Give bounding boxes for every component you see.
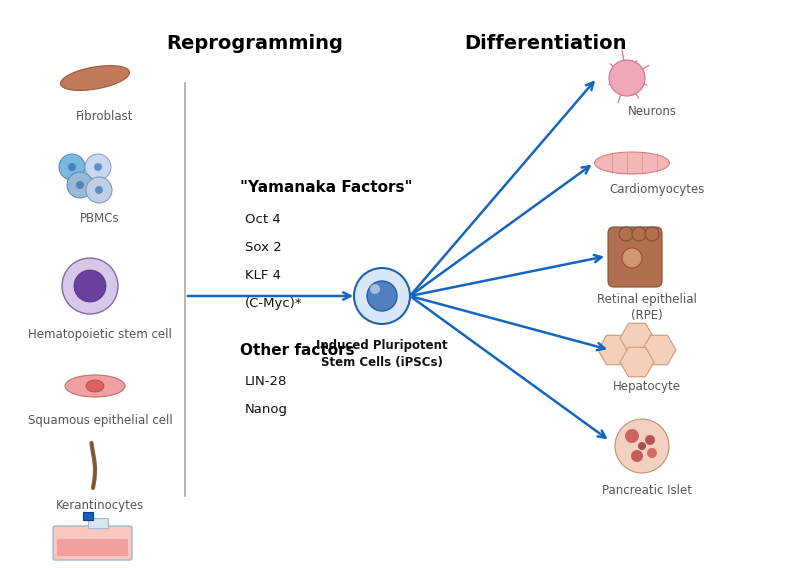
Circle shape bbox=[68, 163, 76, 171]
Circle shape bbox=[645, 227, 659, 241]
Text: Nanog: Nanog bbox=[245, 403, 288, 416]
Circle shape bbox=[631, 450, 643, 462]
Text: LIN-28: LIN-28 bbox=[245, 375, 287, 388]
Text: Hematopoietic stem cell: Hematopoietic stem cell bbox=[28, 328, 172, 341]
Bar bbox=[83, 512, 93, 520]
FancyBboxPatch shape bbox=[608, 227, 662, 287]
Circle shape bbox=[609, 60, 645, 96]
Text: PBMCs: PBMCs bbox=[80, 212, 120, 225]
Bar bbox=[88, 518, 108, 528]
Circle shape bbox=[354, 268, 410, 324]
Circle shape bbox=[94, 163, 102, 171]
Circle shape bbox=[86, 177, 112, 203]
Circle shape bbox=[95, 186, 103, 194]
Circle shape bbox=[622, 248, 642, 268]
Circle shape bbox=[645, 435, 655, 445]
Text: Sox 2: Sox 2 bbox=[245, 241, 282, 254]
FancyBboxPatch shape bbox=[53, 526, 132, 560]
Circle shape bbox=[632, 227, 646, 241]
Circle shape bbox=[59, 154, 85, 180]
Text: Cardiomyocytes: Cardiomyocytes bbox=[610, 183, 705, 196]
Polygon shape bbox=[620, 347, 654, 377]
Ellipse shape bbox=[65, 375, 125, 397]
Text: Induced Pluripotent
Stem Cells (iPSCs): Induced Pluripotent Stem Cells (iPSCs) bbox=[316, 339, 448, 369]
Text: Neurons: Neurons bbox=[627, 105, 677, 118]
Text: "Yamanaka Factors": "Yamanaka Factors" bbox=[240, 180, 413, 195]
Text: Differentiation: Differentiation bbox=[464, 34, 626, 52]
Circle shape bbox=[367, 281, 397, 311]
Text: Fibroblast: Fibroblast bbox=[76, 110, 134, 123]
Text: Pancreatic Islet: Pancreatic Islet bbox=[602, 484, 692, 497]
Circle shape bbox=[370, 284, 380, 294]
Polygon shape bbox=[642, 335, 676, 365]
Text: Kerantinocytes: Kerantinocytes bbox=[56, 499, 144, 512]
Circle shape bbox=[85, 154, 111, 180]
Text: Other factors: Other factors bbox=[240, 343, 354, 358]
Circle shape bbox=[647, 448, 657, 458]
Text: KLF 4: KLF 4 bbox=[245, 269, 281, 282]
Text: Squamous epithelial cell: Squamous epithelial cell bbox=[28, 414, 172, 427]
Text: Reprogramming: Reprogramming bbox=[166, 34, 343, 52]
Circle shape bbox=[76, 181, 84, 189]
Ellipse shape bbox=[594, 152, 670, 174]
Text: (C-Myc)*: (C-Myc)* bbox=[245, 297, 302, 310]
Circle shape bbox=[62, 258, 118, 314]
Circle shape bbox=[638, 442, 646, 450]
Text: Hepatocyte: Hepatocyte bbox=[613, 380, 681, 393]
Circle shape bbox=[619, 227, 633, 241]
FancyBboxPatch shape bbox=[57, 539, 128, 556]
Ellipse shape bbox=[86, 380, 104, 392]
Circle shape bbox=[67, 172, 93, 198]
Circle shape bbox=[615, 419, 669, 473]
Text: Oct 4: Oct 4 bbox=[245, 213, 281, 226]
Polygon shape bbox=[620, 323, 654, 353]
Circle shape bbox=[625, 429, 639, 443]
Circle shape bbox=[74, 270, 106, 302]
Text: Retinal epithelial
(RPE): Retinal epithelial (RPE) bbox=[597, 293, 697, 322]
Polygon shape bbox=[598, 335, 632, 365]
Ellipse shape bbox=[61, 65, 130, 90]
